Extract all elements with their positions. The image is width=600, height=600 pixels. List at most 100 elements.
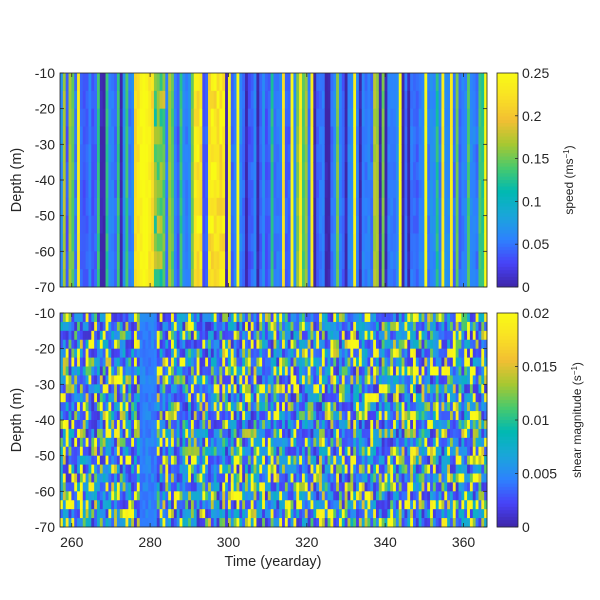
speed-cell [424, 180, 428, 199]
shear-cell [145, 357, 149, 367]
speed-cell [256, 215, 260, 234]
speed-cell [432, 215, 437, 234]
shear-cell [270, 384, 274, 394]
shear-cell [327, 330, 331, 341]
colorbar-swatch [497, 99, 518, 104]
shear-cell [62, 491, 67, 501]
shear-cell [193, 321, 198, 332]
shear-cell [233, 375, 237, 385]
shear-cell [131, 393, 135, 403]
shear-cell [105, 428, 109, 439]
shear-cell [97, 402, 101, 412]
shear-cell [256, 313, 260, 323]
shear-cell [111, 437, 115, 448]
speed-cell [447, 108, 451, 127]
shear-cell [253, 428, 257, 439]
shear-cell [293, 330, 297, 341]
shear-cell [82, 330, 87, 341]
speed-cell [119, 73, 124, 92]
shear-cell [114, 420, 118, 430]
speed-cell [108, 162, 112, 181]
shear-cell [401, 384, 405, 394]
shear-cell [358, 464, 363, 474]
shear-cell [253, 473, 257, 483]
speed-cell [193, 126, 198, 145]
shear-cell [418, 464, 422, 474]
shear-cell [384, 321, 388, 332]
speed-cell [358, 90, 363, 110]
speed-cell [233, 126, 237, 145]
speed-cell [444, 126, 448, 145]
shear-cell [282, 357, 286, 367]
speed-cell [99, 162, 104, 181]
speed-cell [461, 269, 465, 288]
speed-cell [62, 251, 67, 270]
shear-cell [128, 518, 132, 528]
shear-cell [375, 330, 380, 341]
speed-cell [165, 126, 169, 145]
shear-cell [97, 455, 101, 465]
speed-cell [455, 269, 459, 288]
shear-cell [208, 464, 212, 474]
shear-cell [338, 384, 343, 394]
shear-cell [353, 357, 357, 367]
shear-cell [276, 321, 280, 332]
speed-cell [299, 197, 303, 217]
shear-cell [412, 357, 417, 367]
shear-cell [421, 500, 425, 510]
speed-cell [171, 162, 175, 181]
speed-cell [404, 197, 408, 217]
shear-cell [134, 411, 138, 421]
shear-cell [316, 321, 320, 332]
y-tick-label: -30 [35, 136, 55, 152]
speed-cell [353, 73, 357, 92]
colorbar-swatch [497, 169, 518, 174]
speed-cell [319, 144, 323, 163]
shear-cell [324, 491, 328, 501]
shear-cell [264, 384, 269, 394]
shear-cell [111, 384, 115, 394]
colorbar-swatch [497, 136, 518, 141]
speed-cell [304, 162, 309, 181]
shear-cell [88, 375, 92, 385]
shear-cell [142, 366, 146, 376]
speed-cell [484, 269, 488, 288]
shear-cell [188, 428, 192, 439]
shear-cell [239, 411, 243, 421]
shear-cell [225, 321, 229, 332]
shear-cell [245, 366, 249, 376]
shear-cell [88, 482, 92, 492]
shear-cell [338, 464, 343, 474]
shear-cell [102, 420, 106, 430]
shear-cell [122, 420, 126, 430]
shear-cell [262, 446, 266, 457]
speed-cell [239, 197, 243, 217]
shear-cell [242, 321, 246, 332]
shear-cell [410, 321, 414, 332]
shear-cell [142, 455, 146, 465]
shear-cell [68, 509, 72, 519]
shear-cell [296, 500, 300, 510]
shear-cell [353, 446, 357, 457]
shear-cell [313, 357, 317, 367]
speed-cell [259, 73, 263, 92]
speed-cell [333, 251, 337, 270]
shear-cell [165, 330, 169, 341]
speed-cell [79, 108, 84, 127]
shear-cell [131, 518, 135, 528]
speed-cell [216, 90, 220, 110]
shear-cell [111, 482, 115, 492]
speed-cell [202, 180, 206, 199]
shear-cell [358, 330, 363, 341]
shear-cell [361, 348, 365, 358]
speed-cell [185, 162, 189, 181]
speed-cell [188, 233, 192, 252]
shear-cell [242, 518, 246, 528]
speed-cell [276, 251, 280, 270]
shear-cell [82, 339, 87, 350]
speed-cell [162, 73, 166, 92]
speed-cell [68, 162, 72, 181]
speed-cell [239, 162, 243, 181]
shear-cell [91, 313, 95, 323]
shear-cell [176, 437, 180, 448]
